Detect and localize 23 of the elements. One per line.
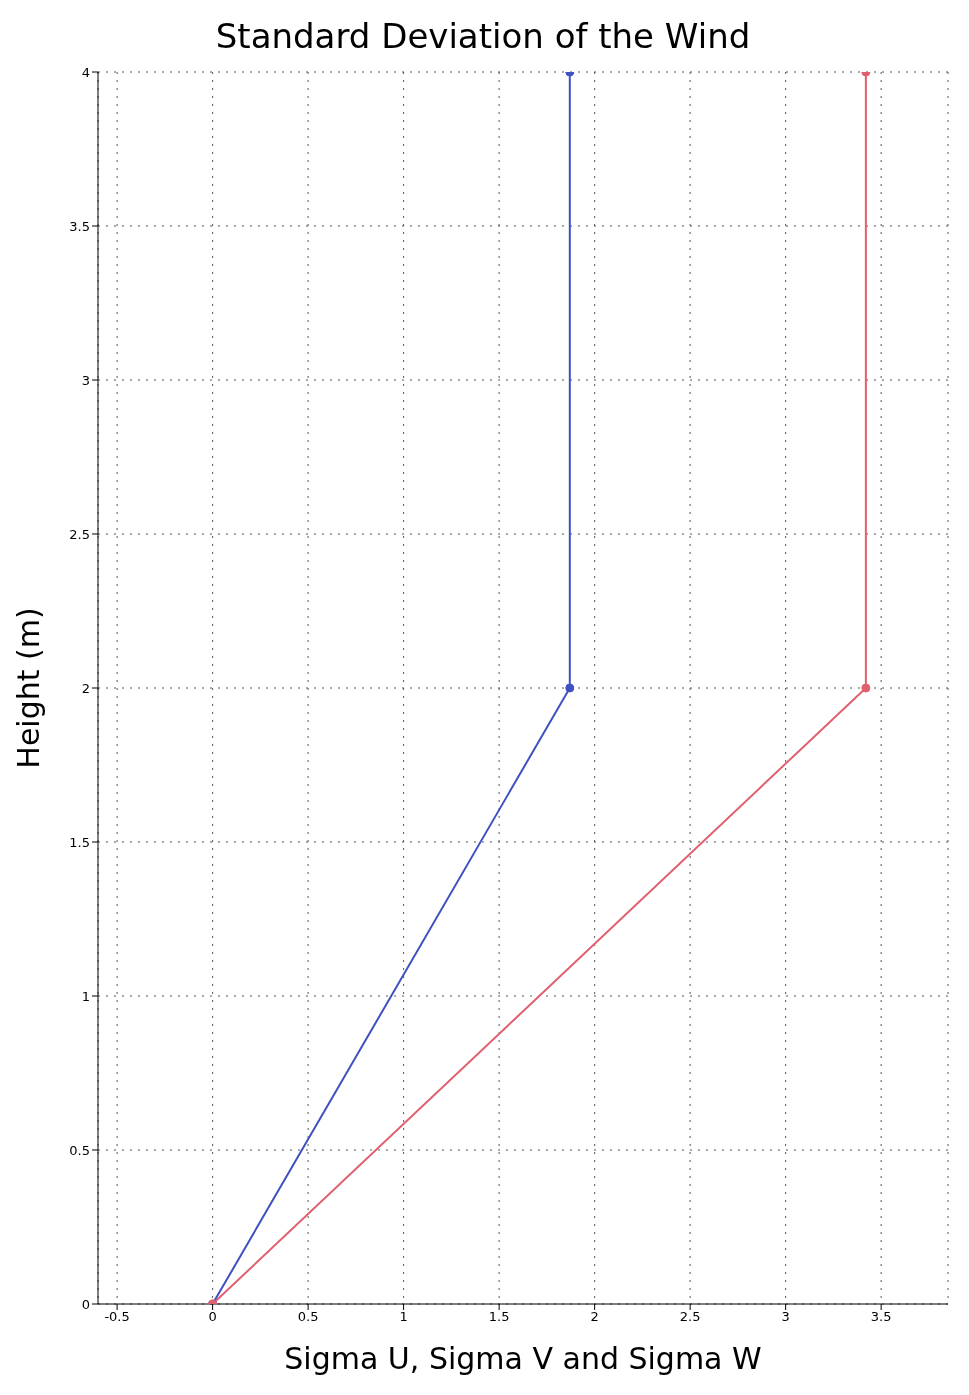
x-tick-label: 2 <box>590 1309 599 1325</box>
y-tick-label: 2.5 <box>69 526 90 542</box>
x-tick-label: 1.5 <box>488 1309 510 1325</box>
y-tick-label: 1.5 <box>69 834 90 850</box>
x-tick-label: -0.5 <box>104 1309 130 1325</box>
x-tick-label: 0 <box>208 1309 217 1325</box>
y-axis-title: Height (m) <box>10 607 46 769</box>
point <box>861 683 871 693</box>
x-tick-label: 3 <box>781 1309 790 1325</box>
point <box>565 683 575 693</box>
x-tick-label: 3.5 <box>870 1309 892 1325</box>
x-tick-label: 1 <box>399 1309 408 1325</box>
y-tick-label: 2 <box>81 680 90 696</box>
y-tick-label: 1 <box>81 988 90 1004</box>
y-tick-label: 3 <box>81 372 90 388</box>
y-tick-label: 3.5 <box>69 218 90 234</box>
y-tick-label: 4 <box>81 64 90 80</box>
chart-title: Standard Deviation of the Wind <box>214 15 752 58</box>
y-tick-label: 0.5 <box>69 1142 90 1158</box>
y-tick-label: 0 <box>81 1296 90 1312</box>
x-axis-title: Sigma U, Sigma V and Sigma W <box>284 1341 762 1376</box>
x-tick-label: 2.5 <box>679 1309 701 1325</box>
x-tick-label: 0.5 <box>297 1309 319 1325</box>
